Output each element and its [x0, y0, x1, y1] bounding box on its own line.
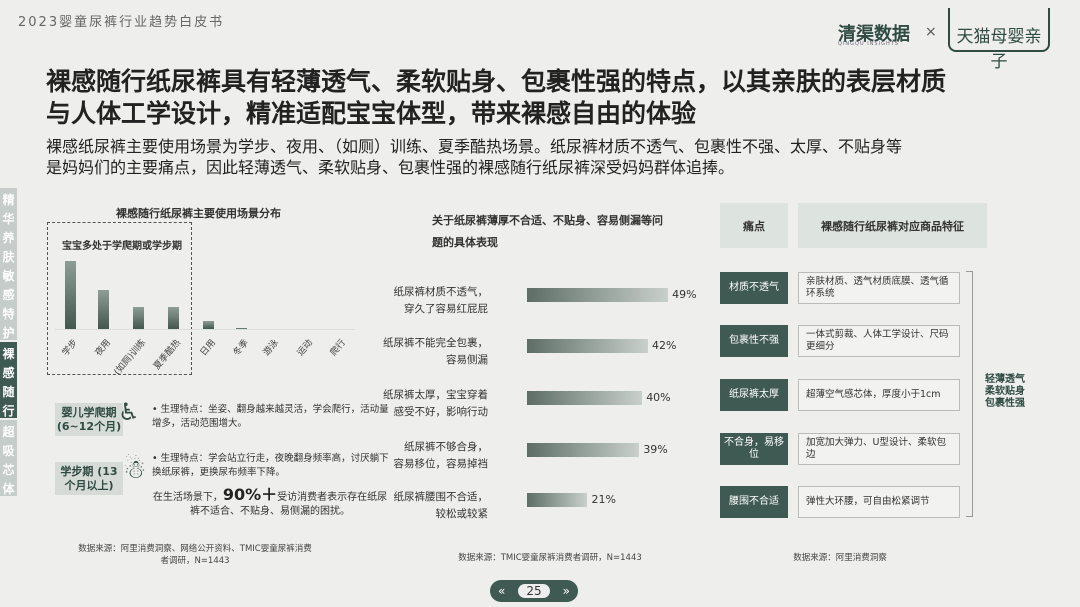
source-middle: 数据来源：TMIC婴童尿裤消费者调研，N=1443	[458, 553, 642, 563]
sidebar-item-3[interactable]: 裸感随行	[0, 342, 17, 418]
issue-bar	[527, 443, 640, 457]
subtitle-line1: 裸感纸尿裤主要使用场景为学步、夜用、（如厕）训练、夏季酷热场景。纸尿裤材质不透气…	[46, 137, 903, 156]
issue-label: 纸尿裤不够合身， 容易移位，容易掉裆	[338, 439, 489, 473]
logo-separator: ×	[925, 24, 937, 40]
prev-page-icon[interactable]: «	[498, 584, 506, 598]
stage-desc: • 生理特点：坐姿、翻身越来越灵活，学会爬行，活动量增多，活动范围增大。	[152, 404, 389, 429]
issue-label: 纸尿裤材质不透气， 穿久了容易红屁屁	[338, 284, 489, 318]
feature-cell: 亲肤材质、透气材质底膜、透气循环系统	[798, 272, 960, 304]
summary-text: 轻薄透气 柔软贴身 包裹性强	[985, 374, 1025, 409]
standing-baby-icon: ☃	[123, 455, 147, 485]
issue-label-line: 纸尿裤不够合身，	[404, 441, 488, 453]
issue-label: 纸尿裤腰围不合适， 较松或较紧	[338, 489, 489, 523]
stage-label: 学步期 (13 个月以上)	[55, 462, 123, 495]
pain-cell: 纸尿裤太厚	[720, 379, 788, 411]
feature-cell: 一体式剪裁、人体工学设计、尺码更细分	[798, 325, 960, 357]
feature-cell: 弹性大环腰，可自由松紧调节	[798, 486, 960, 518]
header-pain: 痛点	[720, 203, 788, 248]
issue-bar	[527, 493, 588, 507]
report-title: 2023婴童尿裤行业趋势白皮书	[18, 15, 225, 30]
pain-cell: 材质不透气	[720, 272, 788, 304]
scene-bar	[203, 321, 214, 329]
pain-cell: 腰围不合适	[720, 486, 788, 518]
issue-label-line: 容易移位，容易掉裆	[393, 458, 489, 470]
tmall-logo: 天猫母婴亲子	[948, 8, 1050, 72]
issue-bar	[527, 391, 643, 405]
header-feature: 裸感随行纸尿裤对应商品特征	[798, 203, 987, 248]
scene-axis	[55, 329, 355, 330]
issue-bar	[527, 288, 669, 302]
scene-bar	[98, 290, 109, 329]
page-title-line1: 裸感随行纸尿裤具有轻薄透气、柔软贴身、包裹性强的特点，以其亲肤的表层材质	[46, 67, 947, 96]
scene-bar	[168, 307, 179, 329]
source-left: 数据来源：阿里消费洞察、网络公开资料、TMIC婴童尿裤消费者调研，N=1443	[78, 544, 312, 566]
feature-cell: 加宽加大弹力、U型设计、柔软包边	[798, 433, 960, 465]
bracket	[966, 271, 973, 517]
scene-bar	[65, 261, 76, 329]
page-number: 25	[518, 584, 550, 598]
scene-bar	[133, 307, 144, 329]
highlight-text: 在生活场景下，90%＋受访消费者表示存在纸尿裤不适合、不贴身、易侧漏的困扰。	[152, 485, 388, 518]
issue-label-line: 感受不好，影响行动	[393, 406, 489, 418]
pain-cell: 不合身，易移位	[720, 433, 788, 465]
issue-label-line: 纸尿裤太厚，宝宝穿着	[383, 389, 488, 401]
stage-desc: • 生理特点：学会站立行走，夜晚翻身频率高，讨厌躺下换纸尿裤，更换尿布频率下降。	[152, 453, 389, 478]
issue-label: 纸尿裤不能完全包裹， 容易侧漏	[338, 335, 488, 369]
qingqu-logo: 清渠数据	[838, 24, 910, 45]
issue-label-line: 纸尿裤不能完全包裹，	[383, 337, 488, 349]
issue-value: 21%	[591, 493, 616, 506]
issue-label-line: 穿久了容易红屁屁	[404, 303, 488, 315]
stage-label: 婴儿学爬期 (6~12个月)	[55, 403, 123, 436]
issue-value: 42%	[651, 339, 677, 352]
pagination: « 25 »	[490, 580, 578, 602]
scene-bar	[236, 328, 247, 329]
issue-value: 40%	[646, 391, 671, 404]
issue-label-line: 纸尿裤腰围不合适，	[393, 491, 489, 503]
highlight-box	[47, 222, 192, 375]
page-title-line2: 与人体工学设计，精准适配宝宝体型，带来裸感自由的体验	[46, 99, 697, 128]
issue-label-line: 较松或较紧	[435, 508, 489, 520]
sidebar-item-2[interactable]: 敏感特护	[0, 264, 17, 340]
sidebar-item-1[interactable]: 精华养肤	[0, 188, 17, 264]
issue-label-line: 纸尿裤材质不透气，	[393, 286, 489, 298]
issue-chart-title: 关于纸尿裤薄厚不合适、不贴身、容易侧漏等问题的具体表现	[432, 214, 663, 249]
issue-value: 39%	[643, 443, 668, 456]
scene-annotation: 宝宝多处于学爬期或学步期	[62, 241, 182, 252]
issue-bar	[527, 339, 648, 353]
pain-cell: 包裹性不强	[720, 325, 788, 357]
scene-chart-title: 裸感随行纸尿裤主要使用场景分布	[116, 207, 281, 220]
sidebar-item-4[interactable]: 超吸芯体	[0, 420, 17, 496]
next-page-icon[interactable]: »	[562, 584, 570, 598]
issue-label: 纸尿裤太厚，宝宝穿着感受不好，影响行动	[338, 387, 488, 421]
source-right: 数据来源：阿里消费洞察	[793, 553, 887, 563]
issue-value: 49%	[672, 288, 697, 301]
subtitle-line2: 是妈妈们的主要痛点，因此轻薄透气、柔软贴身、包裹性强的裸感随行纸尿裤深受妈妈群体…	[46, 158, 735, 177]
qingqu-logo-sub: QINGQU INSIGHTS	[838, 41, 899, 47]
crawling-baby-icon: ♿	[118, 398, 140, 426]
feature-cell: 超薄空气感芯体，厚度小于1cm	[798, 379, 960, 411]
issue-label-line: 容易侧漏	[446, 354, 488, 366]
